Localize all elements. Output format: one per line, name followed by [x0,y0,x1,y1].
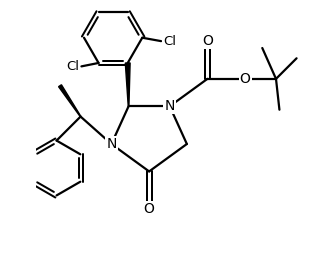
Text: O: O [202,34,213,48]
Text: Cl: Cl [66,60,79,73]
Text: O: O [240,72,251,86]
Text: N: N [106,137,117,151]
Polygon shape [58,85,81,117]
Text: O: O [144,202,155,216]
Text: Cl: Cl [163,35,176,48]
Text: N: N [165,99,175,113]
Polygon shape [125,63,130,106]
